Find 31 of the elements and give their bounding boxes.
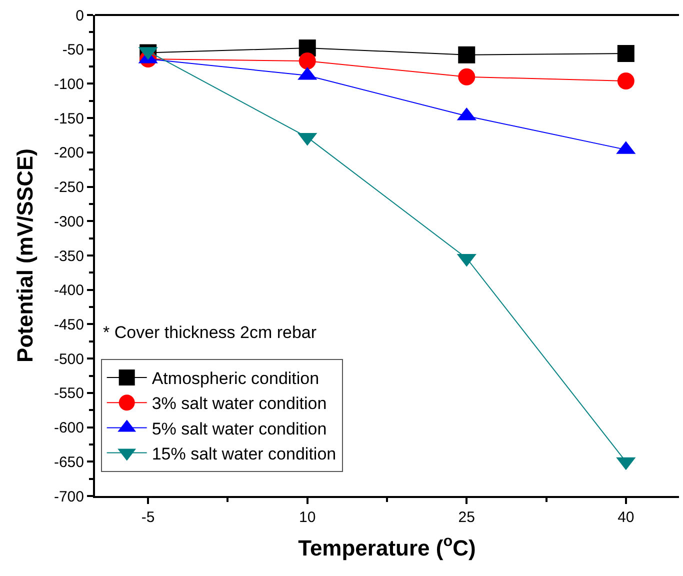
y-tick-label: -450 [54, 316, 84, 334]
annotation: * Cover thickness 2cm rebar [103, 323, 317, 342]
y-tick-label: -600 [54, 420, 84, 437]
point [617, 44, 634, 62]
y-tick-label: -350 [54, 248, 84, 265]
y-tick-label: -300 [54, 213, 84, 230]
y-tick-label: -700 [54, 488, 84, 506]
y-tick-label: -550 [54, 385, 84, 402]
y-tick-label: -200 [54, 144, 84, 162]
y-tick-label: -150 [54, 110, 84, 128]
x-tick-label: 10 [299, 509, 316, 526]
x-tick-label: -5 [141, 509, 155, 526]
y-tick-label: -500 [54, 350, 84, 368]
legend-label: 5% salt water condition [152, 419, 327, 438]
y-tick-label: -250 [54, 179, 84, 196]
y-axis-title: Potential (mV/SSCE) [12, 148, 38, 362]
point [617, 72, 634, 90]
legend-label: 15% salt water condition [152, 444, 336, 464]
y-tick-label: 0 [76, 7, 84, 24]
y-tick-label: -100 [54, 76, 84, 93]
x-tick-label: 40 [618, 509, 634, 526]
legend-label: 3% salt water condition [152, 394, 327, 414]
x-axis-title: Temperature ($^{o}$C) [298, 533, 476, 560]
y-tick-label: -650 [54, 454, 84, 471]
x-tick-label: 25 [458, 509, 475, 526]
legend-label: Atmospheric condition [152, 369, 320, 388]
point [458, 68, 476, 86]
point [298, 52, 316, 70]
y-tick-label: -50 [62, 42, 84, 59]
point [458, 46, 476, 64]
y-tick-label: -400 [54, 282, 84, 300]
